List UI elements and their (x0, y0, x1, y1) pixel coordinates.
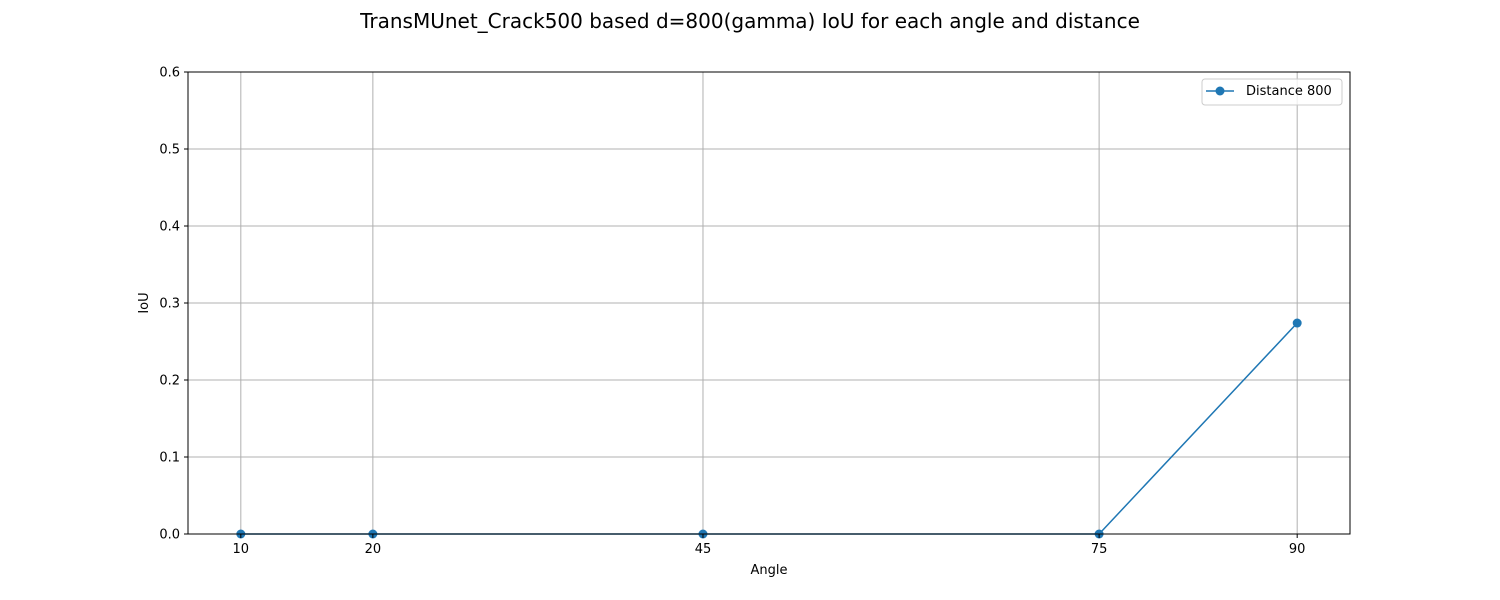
x-tick-label: 75 (1091, 542, 1108, 557)
x-tick-label: 10 (233, 542, 250, 557)
series-layer (236, 318, 1302, 539)
legend-box (1201, 78, 1343, 106)
y-axis-label: IoU (137, 292, 152, 313)
y-tick-label: 0.2 (159, 374, 180, 389)
series-line-distance-800 (240, 322, 1298, 535)
y-tick-label: 0.3 (159, 297, 180, 312)
grid-lines (188, 71, 1350, 535)
x-axis-label: Angle (751, 563, 788, 578)
y-tick-label: 0.4 (159, 220, 180, 235)
legend: Distance 800 (1201, 78, 1343, 106)
y-tick-label: 0.5 (159, 143, 180, 158)
y-axis-ticks: 0.0 0.1 0.2 0.3 0.4 0.5 0.6 (159, 66, 188, 543)
data-point (1292, 318, 1302, 328)
y-tick-label: 0.1 (159, 451, 180, 466)
y-tick-label: 0.0 (159, 528, 180, 543)
legend-entry-distance-800: Distance 800 (1246, 84, 1332, 99)
x-tick-label: 20 (365, 542, 382, 557)
chart-title: TransMUnet_Crack500 based d=800(gamma) I… (359, 9, 1140, 33)
x-tick-label: 90 (1289, 542, 1306, 557)
x-axis-ticks: 10 20 45 75 90 (233, 534, 1306, 557)
y-tick-label: 0.6 (159, 66, 180, 81)
x-tick-label: 45 (695, 542, 712, 557)
legend-marker-swatch (1215, 86, 1225, 96)
